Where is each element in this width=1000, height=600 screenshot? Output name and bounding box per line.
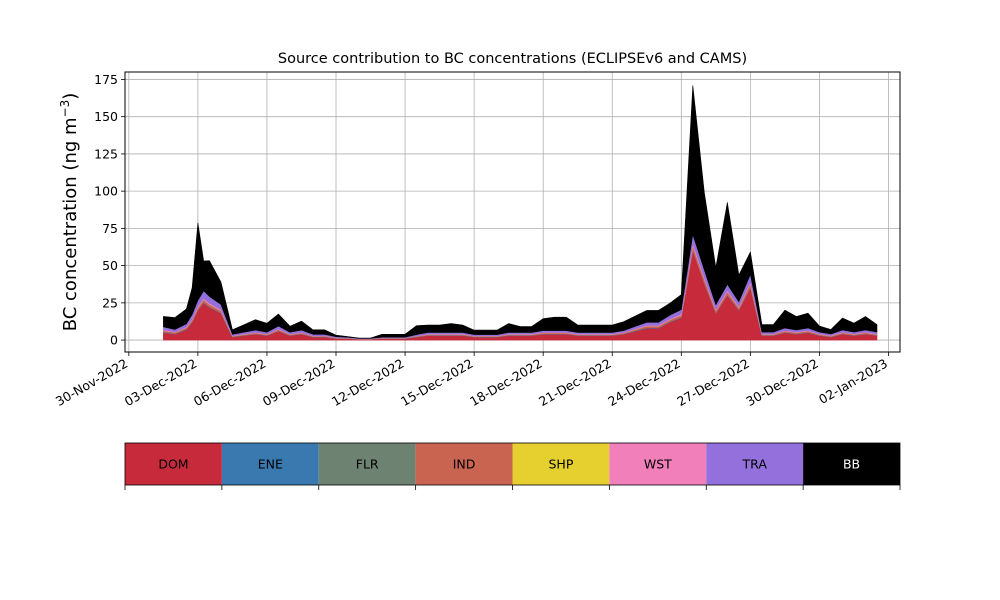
- legend-swatch-ind: [415, 443, 513, 485]
- chart-title: Source contribution to BC concentrations…: [278, 51, 747, 67]
- legend-label-ene: ENE: [258, 457, 283, 472]
- legend-swatch-dom: [125, 443, 222, 485]
- legend-label-wst: WST: [644, 457, 672, 472]
- legend-swatch-ene: [221, 443, 319, 485]
- colorbar-legend: DOM ENE FLR IND SHP WST TRA BB: [124, 442, 901, 490]
- area-bb: [163, 85, 878, 339]
- grid: [125, 72, 900, 352]
- legend-label-flr: FLR: [356, 457, 379, 472]
- legend-swatch-shp: [512, 443, 610, 485]
- legend-label-dom: DOM: [158, 457, 188, 472]
- legend-label-tra: TRA: [742, 457, 768, 472]
- y-tick-label: 150: [94, 109, 118, 124]
- legend-swatch-flr: [318, 443, 416, 485]
- y-axis: 0 25 50 75 100 125 150 175: [94, 72, 125, 348]
- y-tick-label: 175: [94, 72, 118, 87]
- legend-swatch-tra: [706, 443, 804, 485]
- y-tick-label: 100: [94, 184, 118, 199]
- y-axis-label-text: BC concentration (ng m: [60, 117, 81, 331]
- legend-swatch-bb: [803, 443, 900, 485]
- plot-frame: [124, 71, 901, 353]
- legend-label-ind: IND: [453, 457, 476, 472]
- y-tick-label: 75: [102, 221, 118, 236]
- stacked-areas: [163, 85, 878, 341]
- legend-label-bb: BB: [843, 457, 860, 472]
- y-tick-label: 50: [102, 258, 118, 273]
- y-axis-label-close: ): [60, 93, 81, 100]
- y-tick-label: 125: [94, 146, 118, 161]
- y-axis-label-exponent: −3: [58, 100, 72, 118]
- y-axis-label: BC concentration (ng m−3): [58, 93, 81, 332]
- y-tick-label: 25: [102, 295, 118, 310]
- legend-swatch-wst: [609, 443, 707, 485]
- y-tick-label: 0: [110, 333, 118, 348]
- legend-label-shp: SHP: [549, 457, 574, 472]
